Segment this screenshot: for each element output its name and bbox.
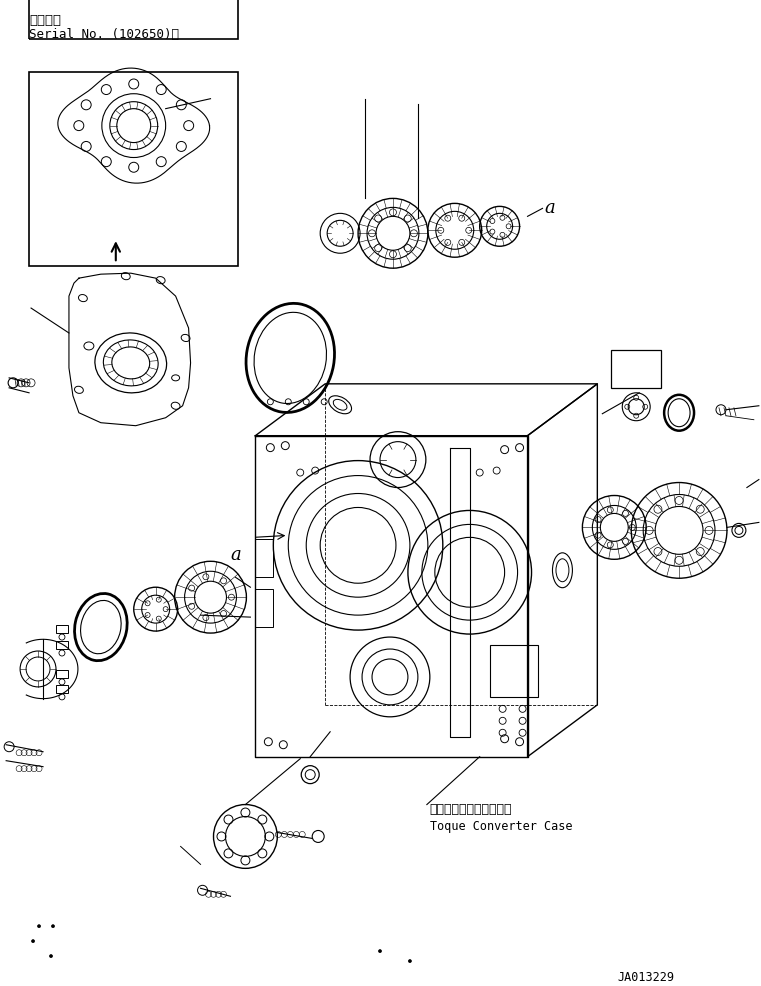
Text: JA013229: JA013229	[617, 970, 674, 983]
Circle shape	[49, 954, 53, 957]
Text: 適用号機: 適用号機	[29, 14, 61, 27]
Bar	[56, 642, 68, 650]
Text: a: a	[231, 546, 241, 564]
Circle shape	[52, 925, 55, 928]
Circle shape	[409, 959, 412, 962]
Bar	[56, 670, 68, 678]
Bar	[489, 646, 537, 697]
Circle shape	[31, 940, 34, 943]
Bar	[56, 685, 68, 693]
Bar	[56, 625, 68, 633]
Bar	[256, 590, 273, 627]
Bar	[611, 351, 661, 388]
Text: トルクコンバータケース: トルクコンバータケース	[430, 802, 512, 814]
Bar	[29, 0, 238, 39]
Bar	[29, 73, 238, 267]
Bar	[256, 539, 273, 578]
Text: a: a	[545, 199, 556, 217]
Text: Serial No. (102650)～: Serial No. (102650)～	[29, 28, 179, 40]
Text: Toque Converter Case: Toque Converter Case	[430, 818, 572, 831]
Circle shape	[37, 925, 40, 928]
Circle shape	[378, 950, 381, 952]
